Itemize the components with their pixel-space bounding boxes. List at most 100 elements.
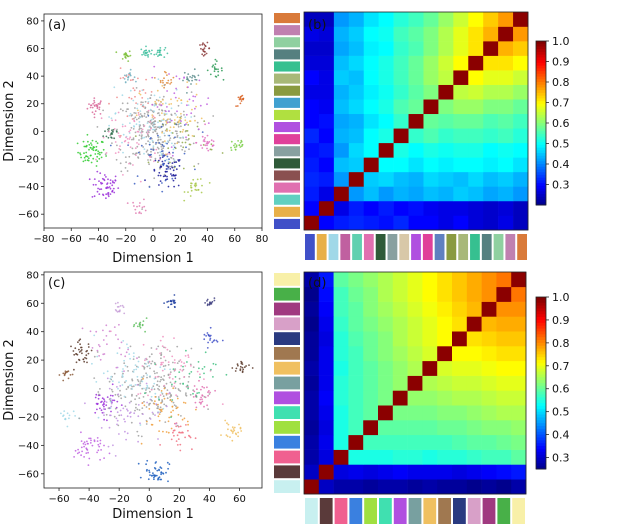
- heatmap-cell: [318, 375, 334, 391]
- heatmap-cell: [423, 215, 439, 231]
- heatmap-cell: [466, 272, 482, 288]
- colorbar-segment: [536, 420, 546, 424]
- scatter-point: [201, 368, 204, 370]
- heatmap-cell: [481, 346, 497, 362]
- scatter-point: [90, 104, 92, 107]
- y-tick-label: −60: [18, 210, 39, 221]
- scatter-point: [175, 440, 178, 442]
- scatter-point: [88, 148, 90, 151]
- scatter-point: [150, 347, 153, 349]
- x-tick-label: 20: [173, 494, 186, 505]
- scatter-point: [150, 91, 153, 93]
- colorbar-segment: [536, 185, 546, 190]
- scatter-point: [117, 111, 120, 114]
- colorbar-segment: [536, 434, 546, 438]
- scatter-point: [145, 49, 147, 52]
- scatter-point: [145, 135, 148, 138]
- scatter-point: [173, 166, 176, 169]
- heatmap-cell: [437, 464, 453, 480]
- scatter-point: [175, 123, 178, 126]
- scatter-point: [109, 397, 112, 400]
- scatter-point: [114, 112, 117, 115]
- scatter-point: [123, 362, 126, 365]
- heatmap-cell: [407, 420, 423, 436]
- scatter-point: [183, 152, 186, 155]
- colorbar-tick-label: 0.3: [552, 179, 570, 192]
- scatter-point: [138, 124, 141, 126]
- heatmap-cell: [437, 449, 453, 465]
- scatter-point: [138, 92, 141, 95]
- scatter-point: [130, 421, 133, 424]
- scatter-point: [140, 127, 143, 130]
- scatter-point: [168, 165, 171, 168]
- scatter-point: [97, 187, 99, 190]
- scatter-point: [107, 407, 110, 410]
- scatter-point: [143, 53, 145, 55]
- heatmap-cell: [407, 286, 423, 302]
- scatter-point: [135, 406, 137, 409]
- scatter-point: [141, 115, 144, 118]
- scatter-point: [142, 51, 145, 54]
- heatmap-cell: [513, 55, 529, 71]
- scatter-point: [122, 133, 125, 136]
- scatter-point: [119, 145, 121, 148]
- heatmap-cell: [483, 142, 499, 158]
- scatter-point: [122, 340, 125, 342]
- scatter-point: [230, 149, 233, 152]
- scatter-point: [117, 395, 120, 398]
- y-tick-label: −40: [18, 182, 39, 193]
- scatter-point: [83, 152, 85, 155]
- heatmap-cell: [378, 346, 394, 362]
- scatter-point: [175, 422, 177, 425]
- heatmap-cell: [363, 12, 379, 27]
- heatmap-cell: [423, 12, 439, 27]
- scatter-point: [176, 116, 179, 118]
- scatter-point: [186, 121, 189, 124]
- scatter-point: [154, 372, 156, 375]
- heatmap-cell: [378, 215, 394, 231]
- scatter-point: [177, 425, 180, 428]
- scatter-point: [172, 179, 175, 182]
- heatmap-cell: [333, 99, 350, 115]
- scatter-point: [104, 153, 107, 156]
- heatmap-cell: [393, 186, 409, 202]
- heatmap-cells-b: [303, 11, 529, 231]
- scatter-point: [156, 372, 158, 374]
- scatter-point: [238, 423, 240, 426]
- scatter-point: [200, 388, 202, 391]
- heatmap-cell: [481, 464, 497, 480]
- scatter-point: [92, 183, 95, 186]
- scatter-point: [186, 361, 188, 363]
- scatter-point: [165, 164, 168, 167]
- scatter-point: [137, 112, 140, 114]
- scatter-point: [175, 132, 178, 135]
- heatmap-cell: [437, 346, 453, 362]
- scatter-point: [137, 440, 140, 443]
- scatter-point: [167, 168, 169, 170]
- scatter-point: [207, 391, 209, 394]
- scatter-point: [87, 343, 90, 345]
- scatter-point: [139, 153, 141, 156]
- row-color-swatch: [274, 480, 300, 493]
- scatter-point: [186, 130, 189, 132]
- scatter-point: [95, 330, 98, 333]
- scatter-point: [118, 323, 120, 326]
- scatter-point: [151, 114, 154, 116]
- scatter-point: [185, 349, 187, 352]
- scatter-point: [148, 364, 151, 367]
- scatter-point: [78, 348, 80, 351]
- scatter-point: [96, 451, 98, 454]
- scatter-point: [191, 74, 194, 77]
- scatter-point: [85, 155, 87, 158]
- heatmap-cell: [408, 200, 424, 216]
- y-tick-label: 60: [26, 299, 39, 310]
- scatter-point: [128, 353, 131, 355]
- scatter-point: [122, 372, 124, 375]
- scatter-point: [191, 448, 193, 451]
- column-color-swatch: [375, 234, 386, 260]
- scatter-point: [215, 68, 218, 71]
- scatter-point: [159, 394, 162, 397]
- heatmap-cell: [378, 316, 394, 332]
- scatter-point: [203, 50, 206, 53]
- row-color-swatch: [274, 218, 300, 229]
